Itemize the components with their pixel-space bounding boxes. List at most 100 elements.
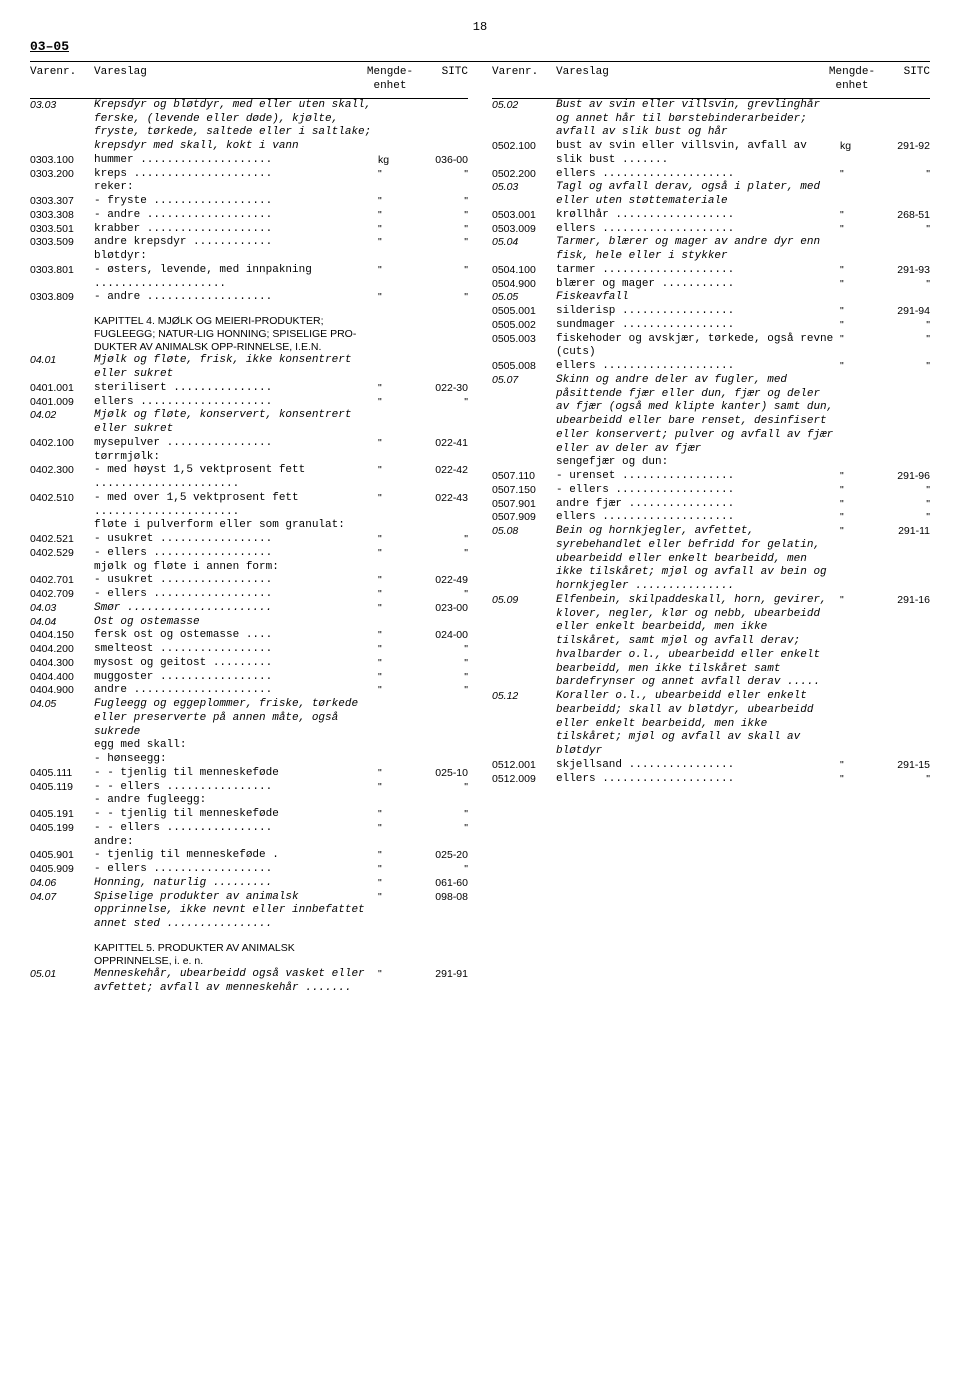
cell-varenr: 04.03 (30, 602, 94, 615)
table-row: 0507.150- ellers .................."" (492, 484, 930, 498)
cell-mengde: " (840, 264, 880, 277)
cell-mengde: " (378, 657, 418, 670)
cell-mengde: kg (840, 140, 880, 153)
cell-mengde: " (378, 877, 418, 890)
cell-mengde: " (378, 382, 418, 395)
cell-vareslag: ellers .................... (556, 223, 840, 237)
cell-vareslag: - - tjenlig til menneskeføde (94, 808, 378, 822)
cell-mengde: " (378, 767, 418, 780)
cell-sitc: " (418, 168, 468, 181)
cell-vareslag: mysost og geitost ......... (94, 657, 378, 671)
table-row: 04.02Mjølk og fløte, konservert, konsent… (30, 409, 468, 437)
cell-sitc: 291-93 (880, 264, 930, 277)
cell-vareslag: Fugleegg og eggeplommer, friske, tørkede… (94, 698, 378, 739)
cell-mengde: " (840, 594, 880, 607)
cell-sitc: 023-00 (418, 602, 468, 615)
column-header-row: Varenr. Vareslag Mengde- enhet SITC (492, 62, 930, 99)
cell-vareslag: - - tjenlig til menneskeføde (94, 767, 378, 781)
table-row: 04.07Spiselige produkter av animalsk opp… (30, 891, 468, 932)
cell-vareslag: - - ellers ................ (94, 822, 378, 836)
table-row: mjølk og fløte i annen form: (30, 561, 468, 575)
cell-sitc: 025-20 (418, 849, 468, 862)
table-row: 05.09Elfenbein, skilpaddeskall, horn, ge… (492, 594, 930, 690)
cell-mengde: " (378, 643, 418, 656)
cell-varenr: 0402.529 (30, 547, 94, 560)
cell-varenr: 0504.100 (492, 264, 556, 277)
cell-mengde: " (840, 484, 880, 497)
cell-varenr: 0404.900 (30, 684, 94, 697)
cell-varenr: 05.04 (492, 236, 556, 249)
cell-mengde: " (840, 209, 880, 222)
table-row: tørrmjølk: (30, 451, 468, 465)
cell-varenr: 0405.191 (30, 808, 94, 821)
cell-varenr: 0505.002 (492, 319, 556, 332)
table-row: 0303.801- østers, levende, med innpaknin… (30, 264, 468, 292)
cell-mengde: " (378, 781, 418, 794)
cell-varenr: 0404.300 (30, 657, 94, 670)
table-row: 0505.001silderisp ................."291-… (492, 305, 930, 319)
cell-mengde: " (840, 773, 880, 786)
cell-vareslag: bust av svin eller villsvin, avfall av s… (556, 140, 840, 168)
cell-mengde: kg (378, 154, 418, 167)
table-row: 0303.501krabber ..................."" (30, 223, 468, 237)
cell-vareslag: ellers .................... (556, 511, 840, 525)
cell-mengde: " (378, 602, 418, 615)
cell-vareslag: muggoster ................. (94, 671, 378, 685)
cell-sitc: " (418, 209, 468, 222)
table-row: 0507.901andre fjær ................"" (492, 498, 930, 512)
cell-varenr: 0404.400 (30, 671, 94, 684)
cell-varenr: 04.01 (30, 354, 94, 367)
table-row: 04.04Ost og ostemasse (30, 616, 468, 630)
cell-sitc: 291-94 (880, 305, 930, 318)
cell-varenr: 0512.009 (492, 773, 556, 786)
cell-varenr: 04.06 (30, 877, 94, 890)
table-row: 0503.009ellers ...................."" (492, 223, 930, 237)
cell-varenr: 0303.100 (30, 154, 94, 167)
cell-varenr: 0303.801 (30, 264, 94, 277)
cell-sitc: 291-92 (880, 140, 930, 153)
cell-vareslag: Ost og ostemasse (94, 616, 378, 630)
cell-vareslag: - usukret ................. (94, 574, 378, 588)
cell-varenr: 0405.909 (30, 863, 94, 876)
cell-vareslag: andre: (94, 836, 378, 850)
cell-sitc: " (418, 264, 468, 277)
cell-mengde: " (378, 863, 418, 876)
cell-vareslag: andre fjær ................ (556, 498, 840, 512)
cell-varenr: 0404.150 (30, 629, 94, 642)
cell-vareslag: andre krepsdyr ............ (94, 236, 378, 250)
cell-sitc: " (880, 319, 930, 332)
cell-varenr: 0512.001 (492, 759, 556, 772)
cell-mengde: " (378, 588, 418, 601)
hdr-sitc: SITC (880, 66, 930, 94)
cell-vareslag: ellers .................... (556, 168, 840, 182)
cell-sitc: 291-96 (880, 470, 930, 483)
table-row: 0402.521- usukret ................."" (30, 533, 468, 547)
cell-vareslag: - ellers .................. (94, 547, 378, 561)
table-row: 0405.909- ellers .................."" (30, 863, 468, 877)
cell-vareslag: ellers .................... (556, 360, 840, 374)
table-row: 0303.509andre krepsdyr ............"" (30, 236, 468, 250)
cell-mengde: " (378, 629, 418, 642)
cell-sitc: " (418, 236, 468, 249)
cell-mengde: " (378, 223, 418, 236)
right-body: 05.02Bust av svin eller villsvin, grevli… (492, 99, 930, 787)
cell-sitc: " (418, 657, 468, 670)
cell-varenr: 04.05 (30, 698, 94, 711)
table-row: 0404.400muggoster ................."" (30, 671, 468, 685)
cell-vareslag: Elfenbein, skilpaddeskall, horn, gevirer… (556, 594, 840, 690)
table-row: KAPITTEL 4. MJØLK OG MEIERI-PRODUKTER; F… (30, 315, 468, 354)
column-header-row: Varenr. Vareslag Mengde- enhet SITC (30, 62, 468, 99)
table-row: 0505.002sundmager ................."" (492, 319, 930, 333)
table-row: sengefjær og dun: (492, 456, 930, 470)
cell-sitc: 291-11 (880, 525, 930, 538)
cell-varenr: 0502.100 (492, 140, 556, 153)
cell-varenr: 0505.001 (492, 305, 556, 318)
table-row: 03.03Krepsdyr og bløtdyr, med eller uten… (30, 99, 468, 154)
table-row: 0303.100hummer ....................kg036… (30, 154, 468, 168)
table-row: 0402.510- med over 1,5 vektprosent fett … (30, 492, 468, 520)
cell-varenr: 0303.809 (30, 291, 94, 304)
cell-varenr: 0401.001 (30, 382, 94, 395)
cell-varenr: 0503.001 (492, 209, 556, 222)
cell-varenr: 0505.003 (492, 333, 556, 346)
table-row: 0405.901- tjenlig til menneskeføde ."025… (30, 849, 468, 863)
